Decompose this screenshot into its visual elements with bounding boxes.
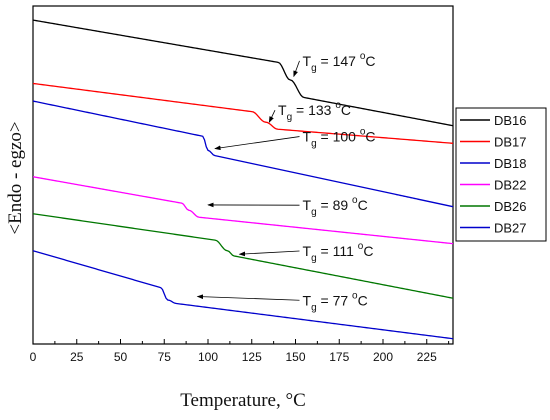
x-tick-label: 0 [30, 350, 37, 364]
x-tick-label: 100 [198, 350, 218, 364]
series-line-db16 [32, 19, 454, 127]
x-tick-label: 225 [417, 350, 437, 364]
x-tick-label: 50 [114, 350, 128, 364]
series-line-db27 [32, 250, 454, 340]
annotation-arrow [238, 250, 300, 257]
legend: DB16 DB17 DB18 DB22 DB26 DB27 [455, 107, 547, 242]
legend-box [455, 107, 547, 242]
annotation-arrow [214, 136, 300, 151]
series-layer [32, 19, 454, 340]
annotation-arrow [293, 60, 300, 78]
x-tick-label: 200 [373, 350, 393, 364]
annotation-arrow [196, 294, 300, 301]
series-line-db18 [32, 100, 454, 208]
tg-annotation-db22: Tg = 89 oC [303, 195, 368, 218]
x-tick-label: 125 [242, 350, 262, 364]
legend-label-db26: DB26 [494, 199, 527, 214]
x-axis: 0 25 50 75 100 125 150 175 200 225 [30, 339, 450, 364]
x-tick-label: 150 [285, 350, 305, 364]
x-tick-label: 25 [70, 350, 84, 364]
x-axis-label: Temperature, °C [180, 390, 306, 411]
legend-label-db22: DB22 [494, 178, 527, 193]
tg-annotation-db18: Tg = 100 oC [303, 127, 376, 150]
tg-annotation-db27: Tg = 77 oC [303, 290, 368, 313]
series-line-db22 [32, 176, 454, 245]
series-line-db26 [32, 213, 454, 299]
legend-label-db27: DB27 [494, 221, 527, 236]
y-axis-label: <Endo - egzo> [5, 121, 26, 234]
tg-annotation-db17: Tg = 133 oC [278, 100, 351, 123]
x-tick-label: 75 [158, 350, 172, 364]
x-axis-unit: °C [285, 390, 305, 411]
annotation-layer: Tg = 147 oC Tg = 133 oC Tg = 100 oC Tg = 89… [196, 51, 376, 313]
tg-annotation-db26: Tg = 111 oC [303, 241, 374, 264]
series-line-db17 [32, 82, 454, 144]
legend-label-db18: DB18 [494, 156, 527, 171]
tg-annotation-db16: Tg = 147 oC [303, 51, 376, 74]
annotation-arrow [268, 109, 276, 123]
legend-label-db16: DB16 [494, 113, 527, 128]
legend-label-db17: DB17 [494, 135, 527, 150]
x-tick-label: 175 [329, 350, 349, 364]
plot-frame [32, 5, 454, 345]
